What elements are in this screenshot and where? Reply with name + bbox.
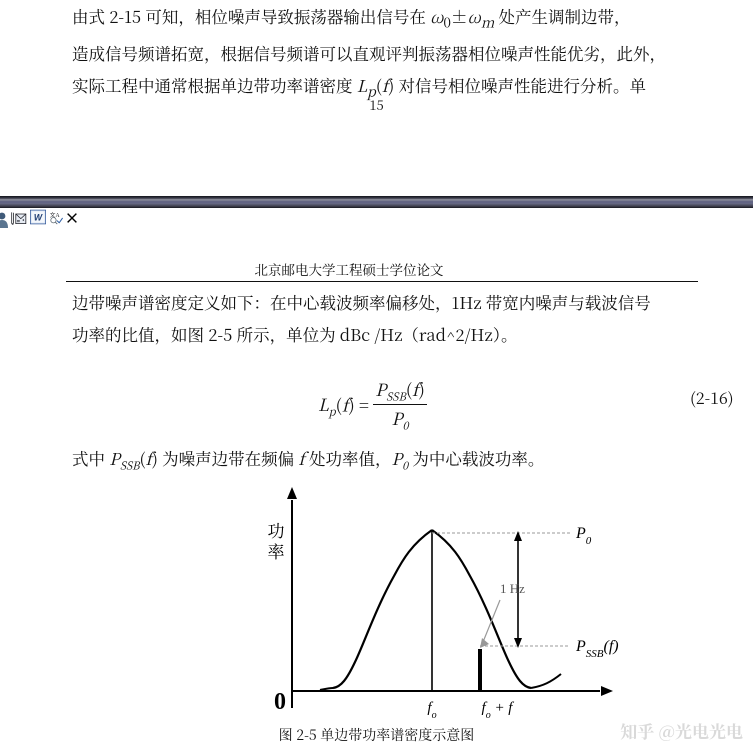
svg-text:P0: P0 <box>575 525 592 547</box>
svg-text:PSSB(f): PSSB(f) <box>575 638 619 660</box>
svg-text:0: 0 <box>274 689 286 715</box>
svg-text:1 Hz: 1 Hz <box>500 581 525 596</box>
